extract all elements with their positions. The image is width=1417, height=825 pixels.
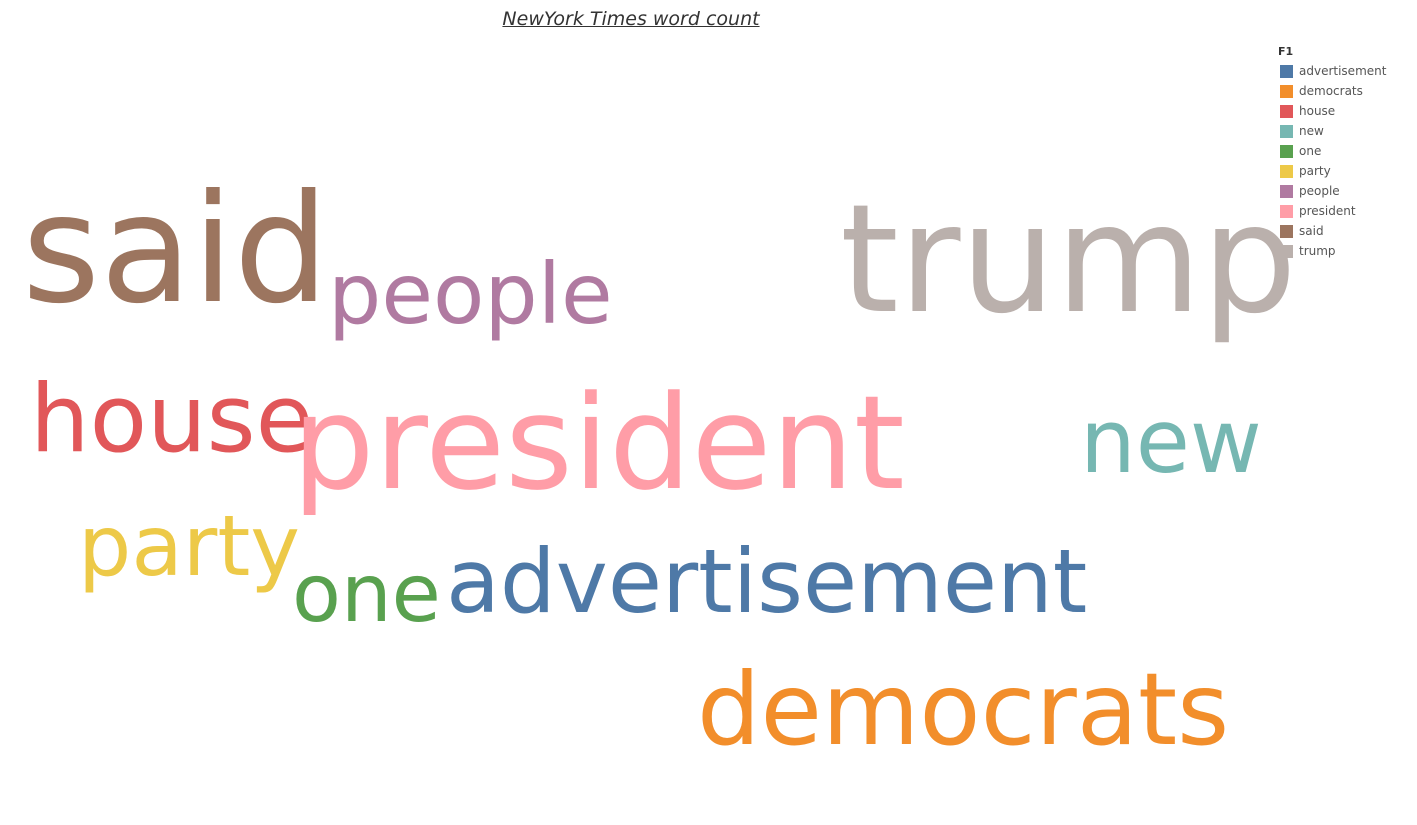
word-party[interactable]: party [78,497,300,595]
word-democrats[interactable]: democrats [697,651,1230,768]
legend-swatch [1280,164,1293,178]
legend-swatch [1280,84,1293,98]
legend-item-trump[interactable]: trump [1278,241,1413,261]
legend-items: advertisement democrats house new one party pe… [1278,61,1413,261]
word-people[interactable]: people [328,245,613,343]
legend-label: people [1299,184,1340,198]
legend-item-advertisement[interactable]: advertisement [1278,61,1413,81]
legend: F1 advertisement democrats house new one part… [1278,45,1413,261]
legend-label: house [1299,104,1336,118]
legend-swatch [1280,64,1293,78]
legend-item-party[interactable]: party [1278,161,1413,181]
legend-item-people[interactable]: people [1278,181,1413,201]
legend-swatch [1280,204,1293,218]
word-said[interactable]: said [22,163,329,337]
legend-label: one [1299,144,1322,158]
word-trump[interactable]: trump [840,173,1297,347]
legend-label: said [1299,224,1324,238]
legend-label: trump [1299,244,1336,258]
legend-item-one[interactable]: one [1278,141,1413,161]
legend-label: new [1299,124,1324,138]
legend-label: president [1299,204,1356,218]
legend-item-new[interactable]: new [1278,121,1413,141]
legend-item-president[interactable]: president [1278,201,1413,221]
legend-swatch [1280,224,1293,238]
word-president[interactable]: president [292,367,905,519]
legend-item-house[interactable]: house [1278,101,1413,121]
legend-swatch [1280,244,1293,258]
legend-title: F1 [1278,45,1294,58]
legend-swatch [1280,104,1293,118]
legend-item-said[interactable]: said [1278,221,1413,241]
legend-label: party [1299,164,1331,178]
word-house[interactable]: house [30,365,314,474]
legend-item-democrats[interactable]: democrats [1278,81,1413,101]
legend-swatch [1280,184,1293,198]
word-advertisement[interactable]: advertisement [446,530,1088,633]
legend-swatch [1280,144,1293,158]
word-one[interactable]: one [292,547,441,640]
chart-title: NewYork Times word count [502,8,760,30]
legend-label: advertisement [1299,64,1387,78]
word-new[interactable]: new [1080,390,1262,493]
legend-label: democrats [1299,84,1363,98]
legend-swatch [1280,124,1293,138]
